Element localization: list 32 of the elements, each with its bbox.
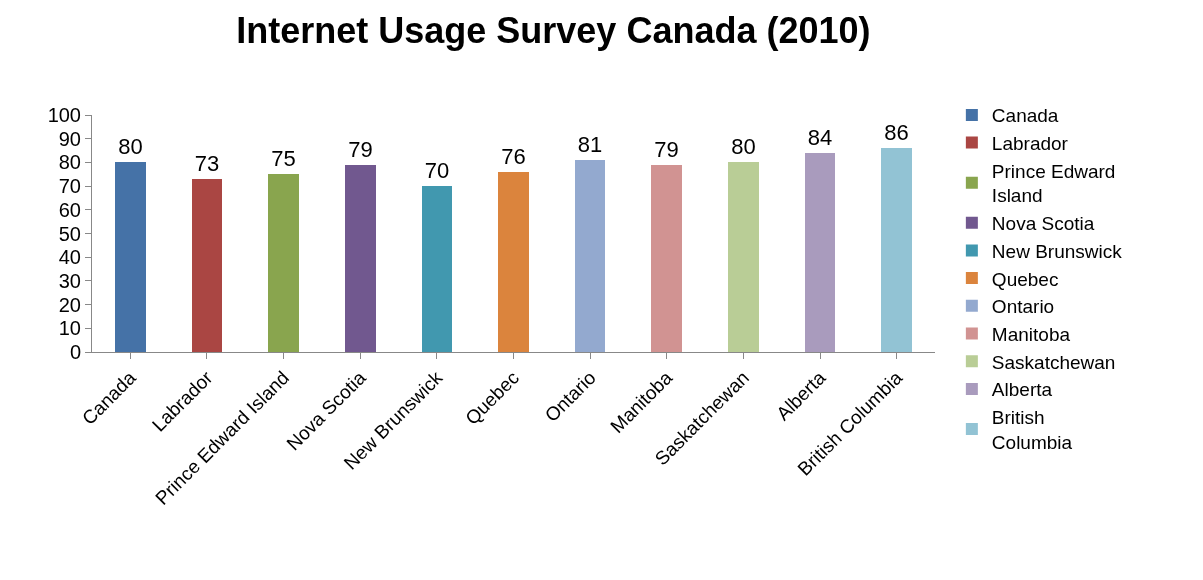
y-tick-label: 70 (58, 175, 81, 198)
y-tick-label: 90 (58, 127, 81, 150)
legend-label: Prince Edward Island (991, 160, 1116, 207)
legend-label: Ontario (991, 296, 1055, 318)
y-tick-label: 0 (69, 341, 81, 363)
y-tick-label: 20 (58, 293, 81, 316)
data-label: 80 (731, 134, 756, 159)
data-label: 73 (194, 151, 220, 176)
data-label: 86 (884, 120, 909, 145)
chart-title: Internet Usage Survey Canada (2010) (236, 9, 871, 51)
y-tick-label: 80 (58, 151, 81, 174)
y-tick-label: 10 (58, 317, 81, 340)
legend-label: Manitoba (991, 323, 1071, 345)
y-tick-label: 60 (58, 198, 81, 221)
y-tick-label: 30 (58, 269, 81, 292)
legend-label: Canada (991, 105, 1059, 127)
data-label: 79 (348, 137, 373, 162)
data-label: 79 (654, 137, 679, 162)
data-label: 80 (118, 134, 143, 159)
legend-label: Saskatchewan (991, 351, 1116, 373)
y-tick-label: 100 (47, 104, 81, 126)
data-label: 70 (424, 158, 450, 183)
data-label: 75 (271, 146, 296, 171)
data-label: 81 (577, 132, 603, 157)
legend-label: Nova Scotia (991, 213, 1095, 235)
legend-label: New Brunswick (991, 240, 1123, 262)
data-label: 84 (807, 125, 833, 150)
data-label: 76 (501, 144, 526, 169)
y-tick-label: 50 (58, 222, 81, 245)
legend-label: Quebec (991, 268, 1059, 290)
y-tick-label: 40 (58, 246, 81, 269)
legend-label: Labrador (991, 133, 1069, 154)
